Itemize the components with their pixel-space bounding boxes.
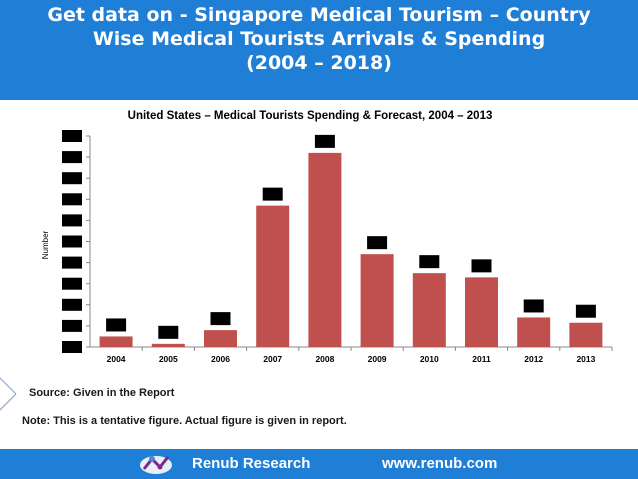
redacted-data-label-2004 <box>106 318 127 332</box>
redacted-y-tick-label <box>62 172 82 185</box>
renub-logo-icon <box>140 456 172 474</box>
bar-2005 <box>151 343 185 347</box>
x-tick-label-2013: 2013 <box>576 354 595 364</box>
bar-2009 <box>360 254 394 347</box>
redacted-data-label-2006 <box>210 312 231 326</box>
redacted-y-tick-label <box>62 214 82 227</box>
redacted-data-label-2013 <box>575 304 596 318</box>
source-text: Source: Given in the Report <box>29 387 175 399</box>
redacted-data-label-2007 <box>262 187 283 201</box>
title-line-3: (2004 – 2018) <box>246 52 392 74</box>
redacted-y-tick-label <box>62 130 82 142</box>
x-tick-label-2004: 2004 <box>107 354 126 364</box>
axes <box>89 136 612 348</box>
note-text: Note: This is a tentative figure. Actual… <box>22 415 347 427</box>
x-tick-label-2005: 2005 <box>159 354 178 364</box>
y-ticks <box>62 130 90 353</box>
x-tick-label-2007: 2007 <box>263 354 282 364</box>
title-line-2: Wise Medical Tourists Arrivals & Spendin… <box>92 28 546 50</box>
redacted-y-tick-label <box>62 341 82 353</box>
title-line-1: Get data on - Singapore Medical Tourism … <box>47 4 591 26</box>
bar-2004 <box>99 336 133 347</box>
footer-website-link[interactable]: www.renub.com <box>382 455 498 472</box>
x-tick-label-2006: 2006 <box>211 354 230 364</box>
x-tick-label-2012: 2012 <box>524 354 543 364</box>
bar-2013 <box>569 322 603 347</box>
bar-2011 <box>465 277 498 347</box>
x-tick-label-2008: 2008 <box>315 354 334 364</box>
chart-title: United States – Medical Tourists Spendin… <box>128 110 493 122</box>
redacted-y-tick-label <box>62 319 82 332</box>
footer-bar: Renub Research www.renub.com <box>0 449 638 479</box>
x-tick-label-2009: 2009 <box>368 354 387 364</box>
bar-2012 <box>517 317 551 347</box>
redacted-data-label-2009 <box>367 236 388 250</box>
redacted-y-tick-label <box>62 235 82 248</box>
footer-brand: Renub Research <box>192 455 311 472</box>
x-tick-label-2011: 2011 <box>472 354 491 364</box>
x-tick-labels: 2004 2005 2006 2007 2008 2009 2010 2011 2012 2013 <box>107 347 613 364</box>
bar-2008 <box>308 152 342 347</box>
redacted-y-tick-label <box>62 151 82 164</box>
x-tick-label-2010: 2010 <box>420 354 439 364</box>
bar-2007 <box>256 205 290 347</box>
redacted-data-label-2005 <box>158 325 179 339</box>
redacted-data-label-2008 <box>314 134 335 148</box>
redacted-y-tick-label <box>62 256 82 269</box>
redacted-y-tick-label <box>62 298 82 311</box>
redacted-data-label-2011 <box>471 259 492 273</box>
redacted-y-tick-label <box>62 193 82 206</box>
title-banner: Get data on - Singapore Medical Tourism … <box>0 0 638 100</box>
decorative-corner-line <box>0 372 20 412</box>
bar-2010 <box>412 273 446 347</box>
redacted-data-label-2010 <box>419 255 440 269</box>
redacted-data-label-2012 <box>523 299 544 313</box>
bars <box>99 134 603 347</box>
y-axis-label: Number <box>41 230 50 259</box>
bar-chart: United States – Medical Tourists Spendin… <box>41 110 613 364</box>
chart-area: United States – Medical Tourists Spendin… <box>0 100 638 370</box>
redacted-y-tick-label <box>62 277 82 290</box>
bar-2006 <box>204 330 237 347</box>
